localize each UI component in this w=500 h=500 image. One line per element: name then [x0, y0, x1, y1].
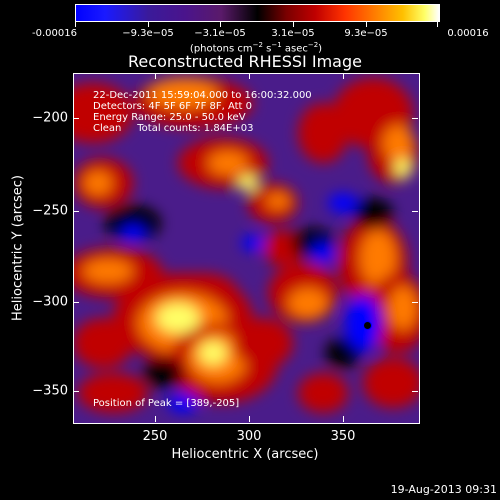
plot-title: Reconstructed RHESSI Image: [128, 52, 362, 71]
annotation-energy-range: Energy Range: 25.0 - 50.0 keV: [93, 112, 246, 123]
heatmap-intensity-blob: [241, 235, 265, 251]
heatmap-intensity-blob: [353, 198, 393, 228]
colorbar-tick-label: 3.1e−05: [271, 28, 315, 39]
y-axis-tick-label: −250: [32, 203, 68, 219]
heatmap-plot-area: [73, 73, 419, 423]
y-axis-tick: [73, 211, 79, 212]
heatmap-intensity-blob: [148, 78, 218, 108]
heatmap-intensity-blob: [156, 303, 200, 333]
heatmap-intensity-blob: [84, 171, 112, 195]
annotation-time-range: 22-Dec-2011 15:59:04.000 to 16:00:32.000: [93, 90, 312, 101]
heatmap-intensity-blob: [363, 358, 419, 408]
heatmap-intensity-blob: [83, 259, 133, 283]
colorbar-tick-label: 9.3e−05: [344, 28, 388, 39]
annotation-clean-counts: Clean Total counts: 1.84E+03: [93, 123, 254, 134]
y-axis-tick-label: −200: [32, 110, 68, 126]
peak-marker: [363, 321, 372, 330]
y-axis-tick: [412, 302, 418, 303]
heatmap-intensity-blob: [73, 318, 133, 368]
heatmap-intensity-blob: [328, 193, 358, 213]
footer-timestamp: 19-Aug-2013 09:31: [390, 483, 497, 496]
colorbar-tick: [220, 21, 221, 27]
x-axis-title: Heliocentric X (arcsec): [171, 447, 319, 462]
heatmap-intensity-blob: [78, 373, 148, 413]
heatmap-intensity-blob: [143, 358, 183, 388]
heatmap-intensity-blob: [360, 230, 396, 286]
y-axis-tick: [412, 211, 418, 212]
heatmap-intensity-blob: [199, 341, 227, 365]
y-axis-tick: [73, 302, 79, 303]
y-axis-tick: [412, 391, 418, 392]
y-axis-title: Heliocentric Y (arcsec): [10, 175, 26, 321]
y-axis-tick: [73, 118, 79, 119]
colorbar-tick: [437, 21, 438, 27]
annotation-peak-position: Position of Peak = [389,-205]: [93, 398, 240, 409]
y-axis-tick-label: −350: [32, 383, 68, 399]
heatmap-intensity-blob: [389, 286, 417, 330]
colorbar: [75, 4, 440, 22]
heatmap-intensity-blob: [105, 205, 161, 241]
heatmap-intensity-blob: [168, 393, 198, 413]
colorbar-tick-label: -0.00016: [32, 28, 77, 39]
x-axis-tick: [155, 73, 156, 79]
y-axis-tick: [73, 391, 79, 392]
heatmap-intensity-blob: [298, 373, 348, 413]
heatmap-image: [73, 78, 419, 413]
colorbar-tick: [293, 21, 294, 27]
x-axis-tick: [249, 73, 250, 79]
heatmap-intensity-blob: [383, 125, 413, 161]
heatmap-intensity-blob: [233, 318, 293, 368]
x-axis-tick: [343, 73, 344, 79]
heatmap-intensity-blob: [311, 243, 335, 263]
x-axis-tick: [343, 416, 344, 422]
heatmap-intensity-blob: [238, 175, 258, 191]
x-axis-tick-label: 300: [236, 429, 262, 444]
heatmap-intensity-blob: [288, 288, 328, 318]
heatmap-intensity-blob: [208, 151, 248, 175]
heatmap-intensity-blob: [395, 158, 411, 178]
y-axis-tick-label: −300: [32, 294, 68, 310]
colorbar-tick: [148, 21, 149, 27]
colorbar-tick-label: 0.00016: [447, 28, 489, 39]
y-axis-tick: [412, 118, 418, 119]
heatmap-intensity-blob: [73, 83, 133, 143]
annotation-detectors: Detectors: 4F 5F 6F 7F 8F, Att 0: [93, 101, 253, 112]
x-axis-tick-label: 350: [330, 429, 356, 444]
heatmap-intensity-blob: [325, 338, 361, 368]
x-axis-tick: [155, 416, 156, 422]
heatmap-intensity-blob: [266, 193, 290, 209]
heatmap-intensity-blob: [121, 225, 145, 241]
colorbar-tick-label: −3.1e−05: [194, 28, 246, 39]
colorbar-tick-label: −9.3e−05: [122, 28, 174, 39]
x-axis-tick-label: 250: [142, 429, 168, 444]
x-axis-tick: [249, 416, 250, 422]
colorbar-tick: [366, 21, 367, 27]
colorbar-units: (photons cm−2 s−1 asec−2): [189, 41, 323, 55]
colorbar-tick: [75, 21, 76, 27]
